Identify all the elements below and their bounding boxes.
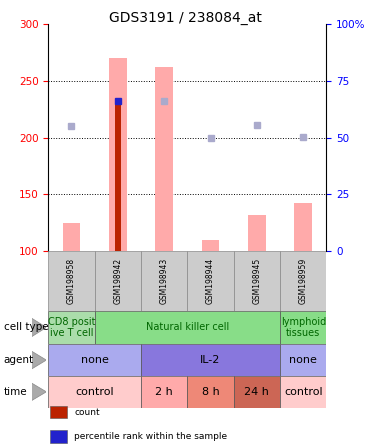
Polygon shape — [32, 318, 46, 337]
Bar — [95, 251, 141, 311]
Text: lymphoid
tissues: lymphoid tissues — [281, 317, 326, 338]
Text: Natural killer cell: Natural killer cell — [146, 322, 229, 333]
Text: GDS3191 / 238084_at: GDS3191 / 238084_at — [109, 11, 262, 25]
Bar — [48, 251, 95, 311]
Text: none: none — [289, 355, 317, 365]
Polygon shape — [32, 383, 46, 400]
Bar — [141, 344, 280, 376]
Bar — [48, 311, 95, 344]
Bar — [141, 376, 187, 408]
Text: CD8 posit
ive T cell: CD8 posit ive T cell — [47, 317, 95, 338]
Bar — [63, 222, 80, 251]
Bar — [48, 344, 141, 376]
Polygon shape — [32, 351, 46, 369]
Text: IL-2: IL-2 — [200, 355, 221, 365]
Bar — [280, 376, 326, 408]
Text: 2 h: 2 h — [155, 387, 173, 397]
Bar — [248, 214, 266, 251]
Bar — [187, 251, 234, 311]
Text: percentile rank within the sample: percentile rank within the sample — [74, 432, 227, 441]
Text: 24 h: 24 h — [244, 387, 269, 397]
Bar — [115, 101, 121, 251]
Bar — [187, 376, 234, 408]
Text: cell type: cell type — [4, 322, 48, 333]
Bar — [109, 58, 127, 251]
Text: 8 h: 8 h — [202, 387, 219, 397]
Bar — [234, 251, 280, 311]
Bar — [155, 67, 173, 251]
Text: GSM198958: GSM198958 — [67, 258, 76, 304]
Bar — [95, 311, 280, 344]
Text: GSM198942: GSM198942 — [113, 258, 122, 304]
Bar — [280, 311, 326, 344]
Bar — [280, 251, 326, 311]
Text: GSM198959: GSM198959 — [299, 258, 308, 304]
Text: agent: agent — [4, 355, 34, 365]
Bar — [202, 240, 219, 251]
Text: GSM198944: GSM198944 — [206, 258, 215, 304]
Text: time: time — [4, 387, 27, 397]
Text: GSM198945: GSM198945 — [252, 258, 262, 304]
Text: count: count — [74, 408, 100, 416]
Bar — [48, 376, 141, 408]
Bar — [141, 251, 187, 311]
Bar — [234, 376, 280, 408]
Text: control: control — [75, 387, 114, 397]
Text: none: none — [81, 355, 109, 365]
Bar — [295, 203, 312, 251]
Text: control: control — [284, 387, 323, 397]
Text: GSM198943: GSM198943 — [160, 258, 169, 304]
Bar — [280, 344, 326, 376]
